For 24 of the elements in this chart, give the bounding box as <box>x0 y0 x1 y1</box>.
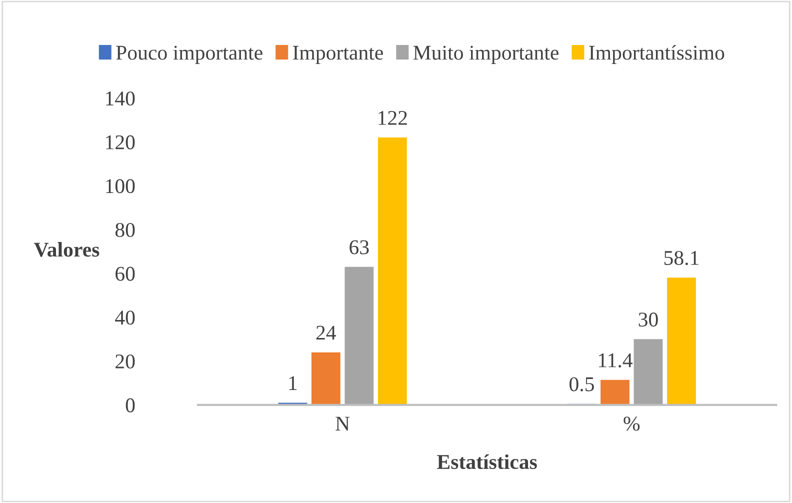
y-axis-title: Valores <box>34 242 100 257</box>
legend-label: Pouco importante <box>116 46 262 64</box>
y-tick-label: 20 <box>116 354 135 369</box>
x-axis-title: Estatísticas <box>437 454 537 470</box>
y-tick-label: 0 <box>126 398 135 412</box>
y-tick-label: 120 <box>106 135 135 150</box>
data-label: 63 <box>350 240 369 254</box>
data-label: 1 <box>289 376 297 390</box>
x-tick-label: % <box>624 416 640 431</box>
data-label: 30 <box>638 312 658 327</box>
data-label: 11.4 <box>598 353 633 368</box>
x-tick-label: N <box>336 416 350 430</box>
y-tick-label: 140 <box>106 91 135 106</box>
legend-label: Importante <box>293 46 383 64</box>
data-label: 0.5 <box>570 377 594 392</box>
y-tick-label: 100 <box>106 179 135 194</box>
legend-label: Importantíssimo <box>589 45 724 64</box>
y-tick-label: 60 <box>116 266 135 281</box>
data-label: 122 <box>378 110 407 125</box>
legend-label: Muito importante <box>413 46 558 64</box>
y-tick-label: 40 <box>115 310 135 325</box>
data-label: 58.1 <box>664 250 698 266</box>
y-tick-label: 80 <box>115 222 135 238</box>
data-label: 24 <box>316 326 336 340</box>
